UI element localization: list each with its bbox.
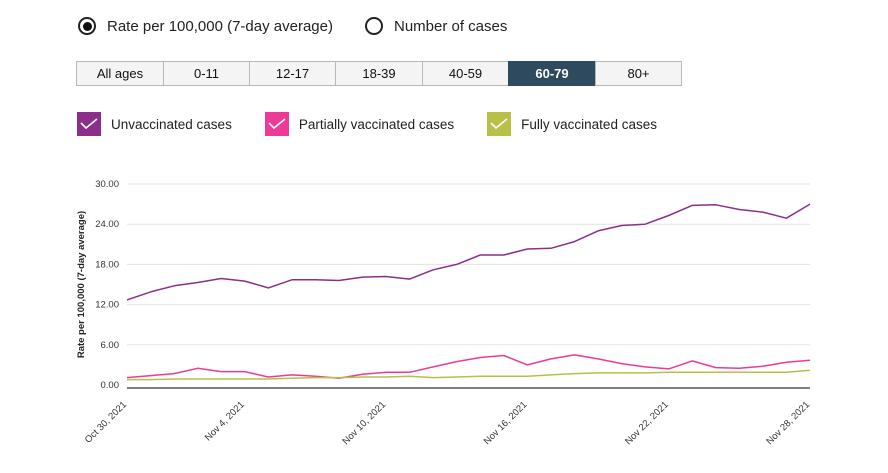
legend-label-unvaccinated: Unvaccinated cases — [111, 116, 232, 132]
rate-radio[interactable]: Rate per 100,000 (7-day average) — [78, 17, 333, 35]
y-axis-ticks: 0.00 6.00 12.00 18.00 24.00 30.00 — [95, 179, 119, 391]
legend-label-fully-vaccinated: Fully vaccinated cases — [521, 116, 657, 132]
fully-vaccinated-check-icon[interactable] — [487, 112, 512, 136]
series-line-partially — [126, 354, 811, 380]
tab-40-59[interactable]: 40-59 — [422, 61, 509, 86]
legend-label-partially-vaccinated: Partially vaccinated cases — [298, 116, 455, 132]
x-tick-label: Nov 16, 2021 — [482, 399, 530, 447]
tab-0-11[interactable]: 0-11 — [163, 61, 250, 86]
number-of-cases-radio-indicator[interactable] — [364, 17, 383, 35]
gridlines — [127, 183, 810, 346]
rate-radio-label: Rate per 100,000 (7-day average) — [107, 17, 333, 35]
number-of-cases-radio[interactable]: Number of cases — [364, 17, 508, 35]
y-tick-label: 30.00 — [95, 179, 119, 190]
x-tick-label: Nov 28, 2021 — [764, 399, 812, 447]
number-of-cases-radio-label: Number of cases — [393, 17, 508, 35]
partially-vaccinated-check-icon[interactable] — [264, 112, 289, 136]
y-axis-title: Rate per 100,000 (7-day average) — [76, 211, 87, 358]
age-group-tabs: All ages 0-11 12-17 18-39 40-59 60-79 80… — [76, 61, 682, 86]
y-tick-label: 0.00 — [101, 380, 120, 391]
measure-selector: Rate per 100,000 (7-day average) Number … — [78, 17, 539, 35]
tab-all-ages[interactable]: All ages — [76, 61, 164, 86]
x-tick-label: Nov 4, 2021 — [203, 399, 247, 443]
series-line-fully — [127, 369, 811, 381]
tab-80-plus[interactable]: 80+ — [595, 61, 682, 86]
tab-60-79[interactable]: 60-79 — [508, 61, 596, 86]
x-axis-ticks: Oct 30, 2021 Nov 4, 2021 Nov 10, 2021 Nov 1… — [83, 399, 812, 447]
series-line-unvaccinated — [126, 203, 811, 301]
x-tick-label: Oct 30, 2021 — [83, 399, 129, 445]
rate-radio-indicator[interactable] — [78, 17, 96, 35]
unvaccinated-check-icon[interactable] — [77, 112, 101, 136]
chart-legend: Unvaccinated cases Partially vaccinated … — [77, 112, 690, 136]
y-tick-label: 12.00 — [95, 300, 119, 311]
radio-selected-dot — [82, 21, 92, 31]
legend-item-partially-vaccinated[interactable]: Partially vaccinated cases — [264, 112, 455, 136]
x-tick-label: Nov 10, 2021 — [340, 399, 388, 447]
y-tick-label: 24.00 — [95, 219, 119, 230]
tab-18-39[interactable]: 18-39 — [335, 61, 423, 86]
x-tick-label: Nov 22, 2021 — [623, 399, 671, 447]
legend-item-fully-vaccinated[interactable]: Fully vaccinated cases — [487, 112, 657, 136]
series-lines — [126, 203, 811, 381]
y-tick-label: 18.00 — [95, 259, 119, 270]
legend-item-unvaccinated[interactable]: Unvaccinated cases — [77, 112, 232, 136]
y-tick-label: 6.00 — [101, 340, 120, 351]
